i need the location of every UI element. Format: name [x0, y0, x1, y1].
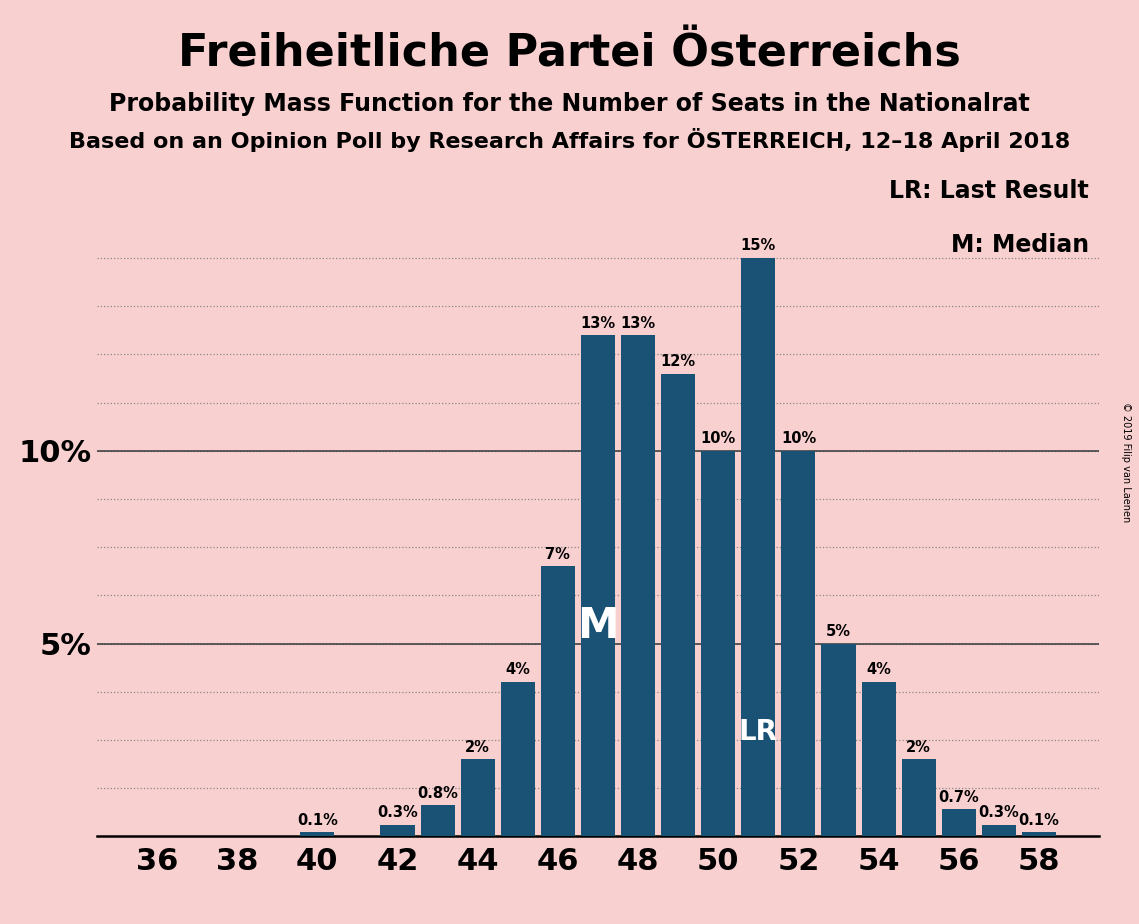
Text: 0.8%: 0.8% [417, 785, 458, 801]
Bar [781, 451, 816, 836]
Text: 5%: 5% [826, 624, 851, 638]
Text: 0.1%: 0.1% [297, 813, 338, 828]
Bar [460, 760, 494, 836]
Text: © 2019 Filip van Laenen: © 2019 Filip van Laenen [1121, 402, 1131, 522]
Bar [301, 833, 335, 836]
Text: 10%: 10% [700, 432, 736, 446]
Text: 4%: 4% [506, 663, 531, 677]
Text: M: M [577, 605, 618, 647]
Text: 0.7%: 0.7% [939, 790, 980, 805]
Text: LR: LR [739, 718, 778, 747]
Text: LR: Last Result: LR: Last Result [890, 178, 1089, 202]
Text: 12%: 12% [661, 354, 696, 369]
Bar [661, 373, 695, 836]
Text: 2%: 2% [465, 739, 490, 755]
Text: Freiheitliche Partei Österreichs: Freiheitliche Partei Österreichs [178, 32, 961, 76]
Bar [741, 258, 776, 836]
Bar [501, 682, 535, 836]
Bar [420, 806, 454, 836]
Bar [1022, 833, 1056, 836]
Text: 10%: 10% [781, 432, 816, 446]
Text: 0.1%: 0.1% [1018, 813, 1059, 828]
Text: 7%: 7% [546, 547, 571, 562]
Text: 0.3%: 0.3% [377, 805, 418, 820]
Text: 13%: 13% [581, 315, 615, 331]
Bar [861, 682, 895, 836]
Bar [541, 566, 575, 836]
Bar [702, 451, 736, 836]
Text: 4%: 4% [866, 663, 891, 677]
Text: 0.3%: 0.3% [978, 805, 1019, 820]
Bar [902, 760, 936, 836]
Bar [380, 824, 415, 836]
Text: M: Median: M: Median [951, 233, 1089, 257]
Text: Based on an Opinion Poll by Research Affairs for ÖSTERREICH, 12–18 April 2018: Based on an Opinion Poll by Research Aff… [68, 128, 1071, 152]
Bar [581, 335, 615, 836]
Bar [982, 824, 1016, 836]
Text: Probability Mass Function for the Number of Seats in the Nationalrat: Probability Mass Function for the Number… [109, 92, 1030, 116]
Text: 2%: 2% [907, 739, 932, 755]
Text: 15%: 15% [740, 238, 776, 253]
Bar [621, 335, 655, 836]
Text: 13%: 13% [621, 315, 656, 331]
Bar [821, 643, 855, 836]
Bar [942, 809, 976, 836]
